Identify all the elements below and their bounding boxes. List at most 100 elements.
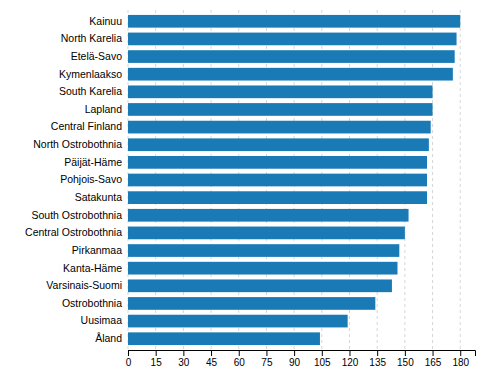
tick-mark <box>460 350 461 356</box>
tick: Pirkanmaa <box>72 244 122 256</box>
tick-label: 15 <box>151 357 163 368</box>
tick-mark <box>211 350 212 356</box>
tick: Päijät-Häme <box>64 156 122 168</box>
bar <box>128 244 399 257</box>
category-label: Päijät-Häme <box>64 156 122 168</box>
category-label: North Karelia <box>61 32 122 44</box>
tick: 0 <box>126 350 132 368</box>
category-label: Central Finland <box>51 120 122 132</box>
tick-label: 120 <box>342 357 359 368</box>
tick: Åland <box>95 332 122 344</box>
bar <box>128 33 457 46</box>
tick-mark <box>239 350 240 356</box>
tick: South Ostrobothnia <box>32 209 123 221</box>
tick-mark <box>433 350 434 356</box>
bar <box>128 121 431 134</box>
axis-line <box>129 351 476 357</box>
tick-mark <box>128 350 129 356</box>
category-label: Central Ostrobothnia <box>25 226 122 238</box>
tick: 180 <box>452 350 469 368</box>
category-label: Satakunta <box>75 191 122 203</box>
tick-label: 90 <box>289 357 301 368</box>
tick-label: 60 <box>234 357 246 368</box>
bar <box>128 262 397 275</box>
tick: Satakunta <box>75 191 122 203</box>
bars <box>128 15 460 345</box>
tick-label: 30 <box>178 357 190 368</box>
tick: Kanta-Häme <box>63 262 122 274</box>
bar <box>128 174 427 187</box>
tick-mark <box>294 350 295 356</box>
category-label: South Ostrobothnia <box>32 209 123 221</box>
tick-mark <box>156 350 157 356</box>
tick: Central Ostrobothnia <box>25 226 122 238</box>
category-label: Lapland <box>85 103 123 115</box>
tick: 120 <box>342 350 359 368</box>
bar <box>128 227 405 240</box>
tick: Kymenlaakso <box>59 68 122 80</box>
category-label: South Karelia <box>59 85 122 97</box>
tick: Pohjois-Savo <box>60 173 122 185</box>
bar <box>128 85 433 98</box>
tick: Varsinais-Suomi <box>46 279 122 291</box>
tick-label: 0 <box>126 357 132 368</box>
category-label: Pirkanmaa <box>72 244 122 256</box>
grid-line <box>460 10 461 350</box>
tick: 75 <box>261 350 273 368</box>
tick: Uusimaa <box>81 314 123 326</box>
tick-label: 105 <box>314 357 331 368</box>
category-label: Ostrobothnia <box>62 297 122 309</box>
category-label: Åland <box>95 332 122 344</box>
tick: 45 <box>206 350 218 368</box>
tick: Central Finland <box>51 120 122 132</box>
category-label: Kainuu <box>89 15 122 27</box>
tick-label: 75 <box>261 357 273 368</box>
bar <box>128 68 453 81</box>
tick: 165 <box>425 350 442 368</box>
bar <box>128 103 433 116</box>
tick-label: 165 <box>425 357 442 368</box>
bar <box>128 332 320 345</box>
tick-label: 150 <box>397 357 414 368</box>
x-axis: 0 15 30 45 60 75 90 105 120 135 150 165 180 <box>126 350 476 368</box>
tick: Kainuu <box>89 15 122 27</box>
tick: Etelä-Savo <box>71 50 123 62</box>
category-label: Varsinais-Suomi <box>46 279 122 291</box>
bar <box>128 209 409 222</box>
tick-label: 180 <box>452 357 469 368</box>
category-label: Kymenlaakso <box>59 68 122 80</box>
category-label: Pohjois-Savo <box>60 173 122 185</box>
tick: 60 <box>234 350 246 368</box>
tick: South Karelia <box>59 85 122 97</box>
bar <box>128 279 392 292</box>
bar <box>128 191 427 204</box>
tick: Ostrobothnia <box>62 297 122 309</box>
category-label: Etelä-Savo <box>71 50 123 62</box>
category-label: Kanta-Häme <box>63 262 122 274</box>
bar <box>128 315 348 328</box>
bar <box>128 15 460 28</box>
bar <box>128 297 375 310</box>
category-label: Uusimaa <box>81 314 123 326</box>
tick: North Ostrobothnia <box>33 138 122 150</box>
tick: 90 <box>289 350 301 368</box>
tick-mark <box>405 350 406 356</box>
tick-mark <box>322 350 323 356</box>
plot: 0 15 30 45 60 75 90 105 120 135 150 165 180 Kainuu Nor… <box>25 10 475 368</box>
bar <box>128 50 455 63</box>
tick: 30 <box>178 350 190 368</box>
tick: North Karelia <box>61 32 122 44</box>
bar <box>128 138 429 151</box>
grid <box>128 10 460 350</box>
y-axis: Kainuu North Karelia Etelä-Savo Kymenlaakso… <box>25 15 122 344</box>
tick: 150 <box>397 350 414 368</box>
tick-mark <box>183 350 184 356</box>
bar <box>128 156 427 169</box>
category-label: North Ostrobothnia <box>33 138 122 150</box>
tick-mark <box>377 350 378 356</box>
tick-mark <box>349 350 350 356</box>
tick: 135 <box>369 350 386 368</box>
tick-mark <box>266 350 267 356</box>
tick-label: 135 <box>369 357 386 368</box>
chart: 0 15 30 45 60 75 90 105 120 135 150 165 180 Kainuu Nor… <box>0 0 491 378</box>
